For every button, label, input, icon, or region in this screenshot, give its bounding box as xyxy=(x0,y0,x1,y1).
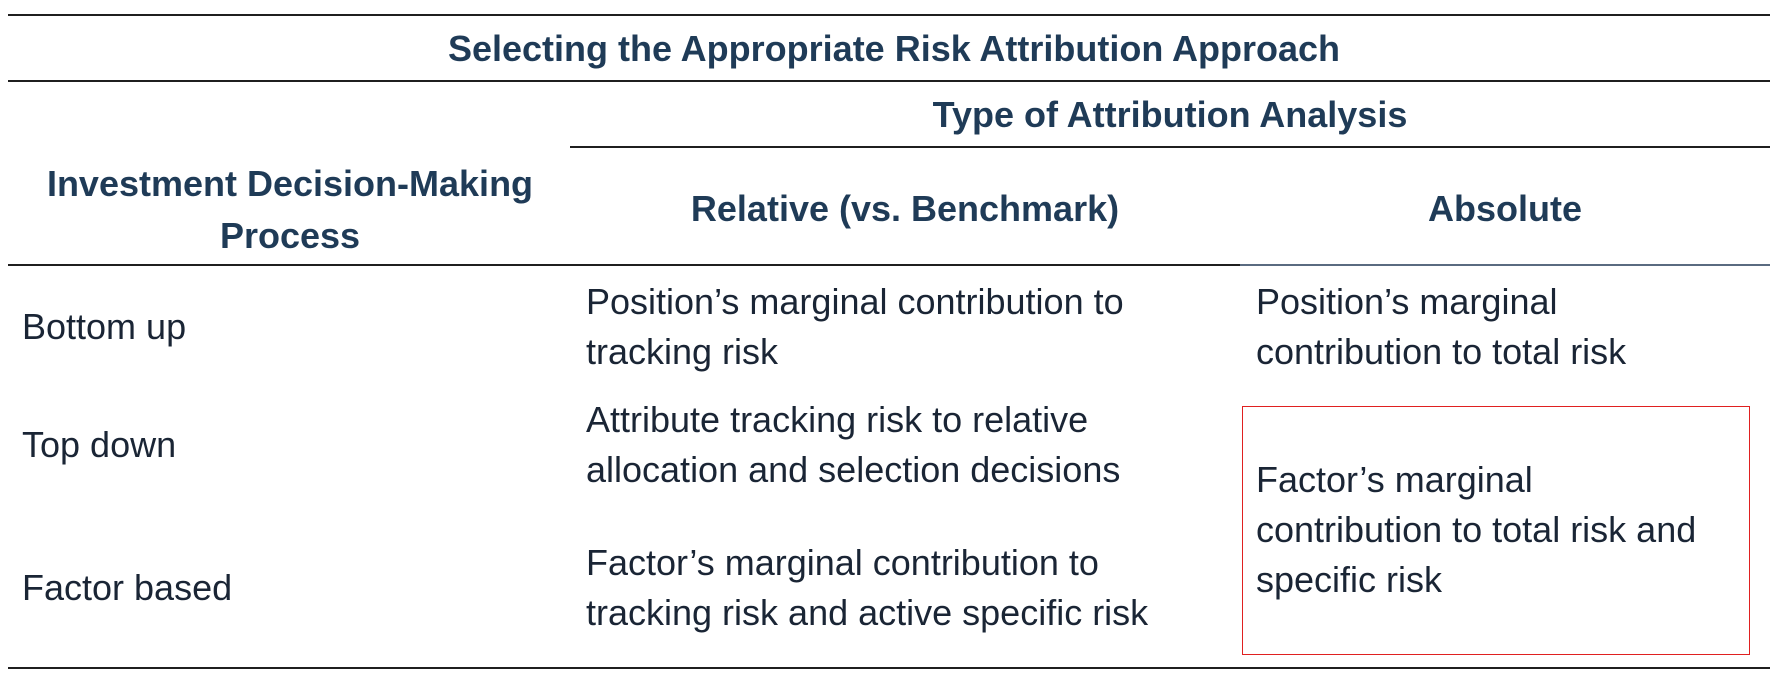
cell-top-down-relative-line-1: Attribute tracking risk to relative xyxy=(586,399,1089,440)
group-header-rule xyxy=(570,146,1770,148)
row-header: Investment Decision-Making Process xyxy=(46,163,534,256)
title-rule xyxy=(8,80,1770,82)
column-header-absolute: Absolute xyxy=(1427,188,1582,229)
header-bottom-rule-left xyxy=(8,264,1240,266)
cell-bottom-up-absolute-line-2: contribution to total risk xyxy=(1256,331,1627,372)
row-label-top-down: Top down xyxy=(22,424,177,465)
cell-bottom-up-relative-line-1: Position’s marginal contribution to xyxy=(586,281,1124,322)
row-label-bottom-up: Bottom up xyxy=(22,306,187,347)
cell-merged-absolute-line-3: specific risk xyxy=(1256,559,1443,600)
cell-merged-absolute-line-1: Factor’s marginal xyxy=(1256,459,1533,500)
cell-bottom-up-absolute-line-1: Position’s marginal xyxy=(1256,281,1558,322)
cell-top-down-relative-line-2: allocation and selection decisions xyxy=(586,449,1121,490)
group-header: Type of Attribution Analysis xyxy=(932,94,1408,135)
cell-factor-based-relative-line-2: tracking risk and active specific risk xyxy=(586,592,1149,633)
row-label-factor-based: Factor based xyxy=(22,567,233,608)
header-bottom-rule-right xyxy=(1240,264,1770,266)
highlight-box xyxy=(1242,406,1750,655)
cell-merged-absolute-line-2: contribution to total risk and xyxy=(1256,509,1697,550)
bottom-rule xyxy=(8,667,1770,669)
cell-bottom-up-relative-line-2: tracking risk xyxy=(586,331,779,372)
column-header-relative: Relative (vs. Benchmark) xyxy=(690,188,1120,229)
cell-factor-based-relative-line-1: Factor’s marginal contribution to xyxy=(586,542,1099,583)
table-title: Selecting the Appropriate Risk Attributi… xyxy=(447,28,1341,69)
top-rule xyxy=(8,14,1770,16)
